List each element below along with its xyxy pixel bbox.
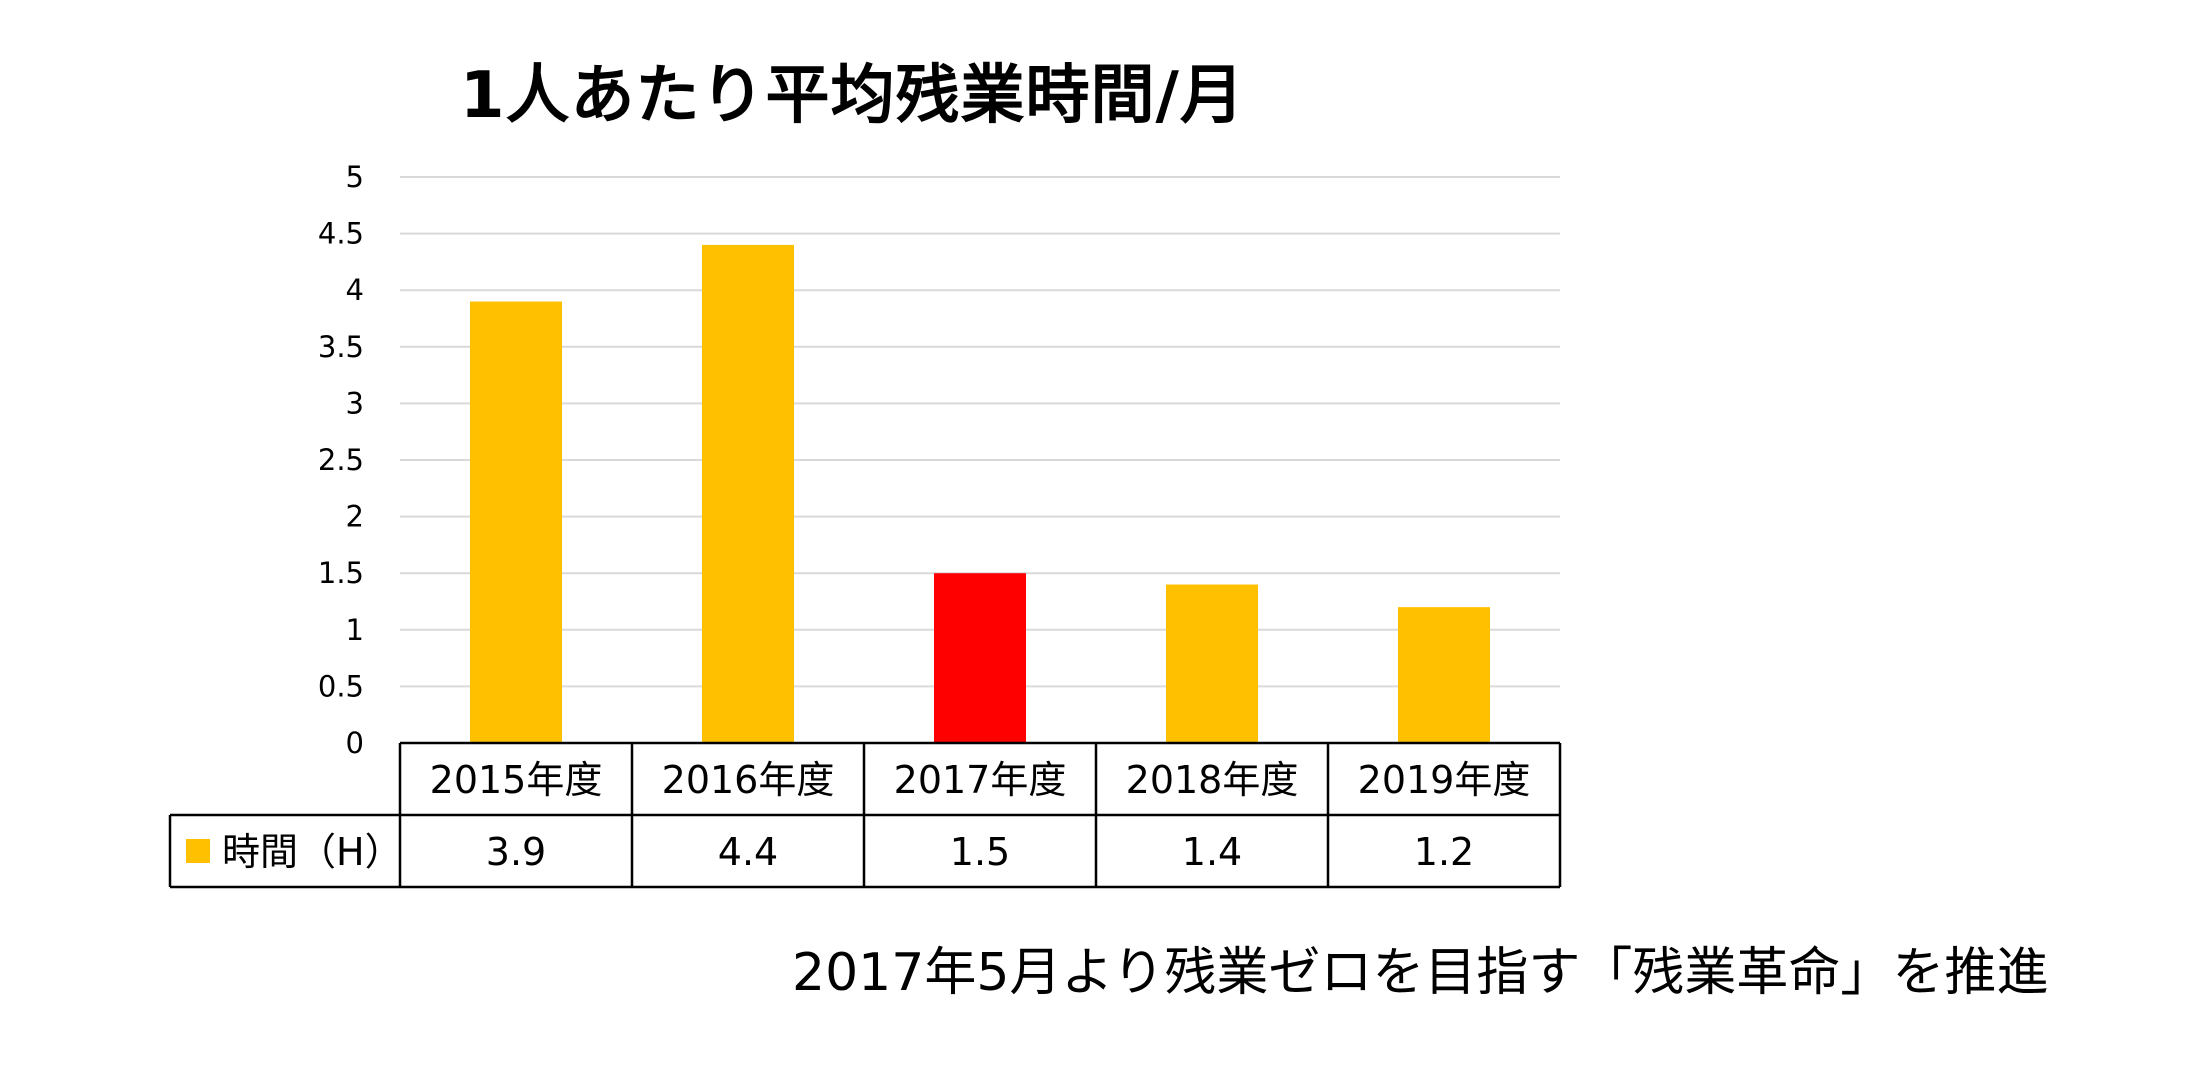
y-tick-label: 2 (346, 500, 364, 534)
bar-2017年度 (934, 573, 1026, 743)
bar-2015年度 (470, 301, 562, 743)
bar-2019年度 (1398, 607, 1490, 743)
category-label: 2018年度 (1126, 758, 1299, 802)
chart-title: 1人あたり平均残業時間/月 (460, 59, 1245, 133)
value-label: 1.5 (950, 830, 1010, 874)
value-label: 1.4 (1182, 830, 1242, 874)
value-label: 3.9 (486, 830, 546, 874)
y-tick-label: 4.5 (318, 217, 364, 251)
y-tick-label: 2.5 (318, 443, 364, 477)
category-label: 2015年度 (430, 758, 603, 802)
y-tick-label: 4 (346, 273, 364, 307)
legend-swatch (186, 839, 210, 863)
y-tick-label: 3.5 (318, 330, 364, 364)
y-tick-label: 1 (346, 613, 364, 647)
value-label: 4.4 (718, 830, 778, 874)
category-label: 2016年度 (662, 758, 835, 802)
y-axis-ticks: 0 0.5 1 1.5 2 2.5 3 3.5 4 4.5 5 (318, 160, 364, 760)
category-label: 2017年度 (894, 758, 1067, 802)
y-tick-label: 3 (346, 386, 364, 420)
value-label: 1.2 (1414, 830, 1474, 874)
bars (470, 244, 1490, 744)
bar-2018年度 (1166, 584, 1258, 743)
y-tick-label: 0 (346, 726, 364, 760)
y-tick-label: 1.5 (318, 556, 364, 590)
y-tick-label: 0.5 (318, 669, 364, 703)
bar-2016年度 (702, 244, 794, 744)
footnote: 2017年5月より残業ゼロを目指す「残業革命」を推進 (792, 943, 2049, 1003)
category-label: 2019年度 (1358, 758, 1531, 802)
y-tick-label: 5 (346, 160, 364, 194)
legend-label: 時間（H） (222, 830, 403, 874)
